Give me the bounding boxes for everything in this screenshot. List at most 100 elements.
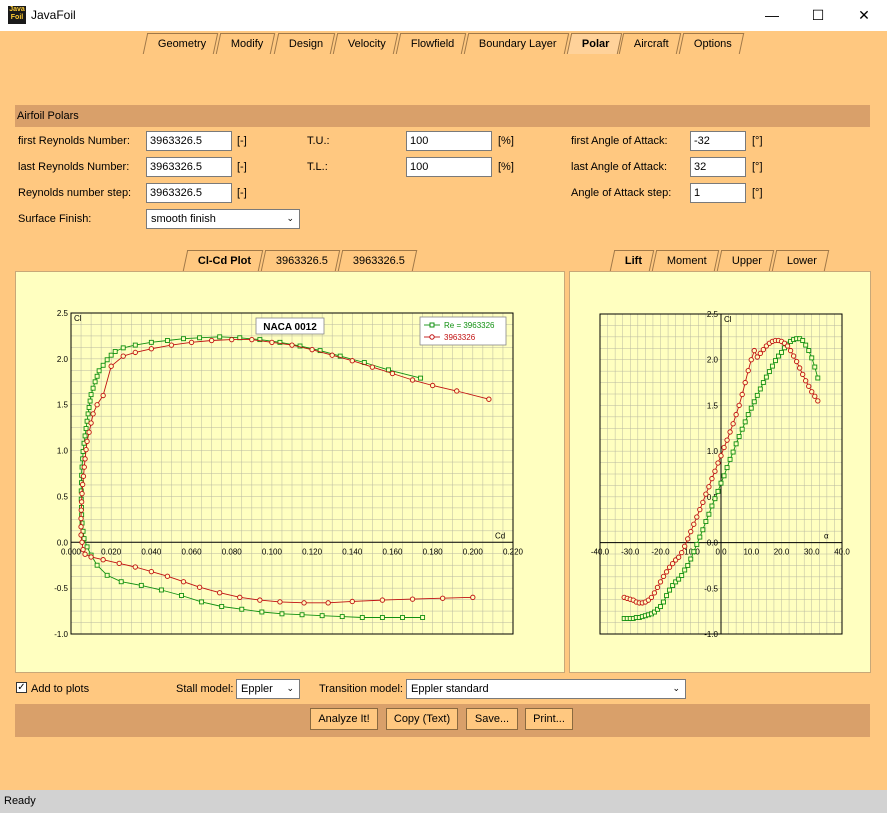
data-point (809, 389, 815, 395)
data-point (86, 405, 92, 410)
data-point (257, 597, 263, 603)
data-point (90, 411, 96, 417)
plot-tab-lower[interactable]: Lower (771, 250, 830, 271)
data-point (790, 353, 797, 359)
data-point (812, 364, 818, 370)
plot-tab-3963326-5[interactable]: 3963326.5 (260, 250, 341, 271)
status-text: Ready (4, 795, 36, 807)
plot-tab-3963326-5[interactable]: 3963326.5 (337, 250, 418, 271)
data-point (116, 560, 122, 567)
data-point (196, 584, 203, 590)
data-point (118, 579, 124, 585)
plot-tab-cl-cd-plot[interactable]: Cl-Cd Plot (182, 250, 264, 271)
print-button[interactable]: Print... (525, 708, 573, 730)
data-point (691, 521, 697, 527)
plot-tab-upper[interactable]: Upper (716, 250, 775, 271)
chevron-down-icon: ⌄ (286, 213, 294, 223)
data-point (80, 546, 86, 553)
aoa-step-input[interactable] (690, 183, 746, 203)
close-button[interactable]: ✕ (858, 7, 870, 23)
x-tick-label: 0.140 (342, 547, 363, 556)
tab-geometry[interactable]: Geometry (142, 33, 219, 54)
surface-finish-select[interactable]: smooth finish ⌄ (146, 209, 300, 229)
tl-input[interactable] (406, 157, 492, 177)
first-aoa-input[interactable] (690, 131, 746, 151)
data-point (301, 600, 307, 606)
data-point (82, 456, 88, 462)
x-tick-label: -10.0 (682, 548, 701, 557)
data-point (715, 488, 721, 494)
y-tick-label: 0.0 (707, 539, 719, 548)
x-axis-label: Cd (495, 531, 505, 540)
y-tick-label: 1.0 (707, 447, 719, 456)
data-point (751, 347, 757, 354)
x-tick-label: 0.120 (302, 547, 323, 556)
data-point (409, 377, 416, 383)
first-reynolds-input[interactable] (146, 131, 232, 151)
y-tick-label: 2.5 (57, 309, 69, 318)
add-to-plots-label: Add to plots (31, 683, 90, 695)
data-point (180, 579, 187, 585)
data-point (81, 464, 87, 470)
first-reynolds-unit: [-] (237, 135, 247, 147)
maximize-button[interactable]: ☐ (811, 7, 825, 23)
data-point (132, 349, 138, 356)
data-point (757, 350, 763, 356)
checkmark-icon: ✓ (17, 682, 26, 693)
x-tick-label: 0.080 (222, 547, 243, 556)
data-point (120, 353, 126, 359)
data-point (164, 573, 171, 579)
data-point (104, 572, 110, 578)
data-point (440, 595, 446, 601)
data-point (409, 596, 416, 602)
data-point (94, 562, 100, 568)
data-point (727, 456, 733, 462)
tab-design[interactable]: Design (273, 33, 336, 54)
data-point (181, 336, 186, 342)
tab-boundary-layer[interactable]: Boundary Layer (464, 33, 570, 54)
plot-tab-moment[interactable]: Moment (651, 250, 720, 271)
tab-flowfield[interactable]: Flowfield (395, 33, 467, 54)
plot-tab-label: Lift (624, 255, 643, 267)
transition-model-select[interactable]: Eppler standard ⌄ (406, 679, 686, 699)
data-point (337, 353, 343, 359)
last-aoa-input[interactable] (690, 157, 746, 177)
data-point (806, 383, 812, 389)
tab-polar[interactable]: Polar (566, 33, 622, 54)
analyze-button[interactable]: Analyze It! (310, 708, 378, 730)
tl-label: T.L.: (307, 161, 328, 173)
last-reynolds-input[interactable] (146, 157, 232, 177)
plot-tab-lift[interactable]: Lift (609, 250, 655, 271)
tab-modify[interactable]: Modify (216, 33, 276, 54)
tu-input[interactable] (406, 131, 492, 151)
tab-options[interactable]: Options (679, 33, 745, 54)
data-point (279, 611, 285, 617)
data-point (772, 358, 778, 364)
legend-entry: 3963326 (444, 333, 476, 342)
data-point (715, 460, 721, 466)
data-point (697, 507, 703, 513)
y-tick-label: 2.5 (707, 310, 719, 319)
data-point (486, 396, 492, 402)
data-point (470, 594, 476, 600)
data-point (132, 342, 138, 348)
tab-velocity[interactable]: Velocity (332, 33, 399, 54)
data-point (84, 544, 90, 550)
save-button[interactable]: Save... (466, 708, 518, 730)
data-point (748, 405, 754, 411)
data-point (289, 342, 295, 348)
data-point (651, 590, 658, 596)
add-to-plots-checkbox[interactable]: ✓ (16, 682, 27, 693)
reynolds-step-input[interactable] (146, 183, 232, 203)
minimize-button[interactable]: — (765, 7, 779, 23)
data-point (670, 583, 676, 588)
stall-model-select[interactable]: Eppler ⌄ (236, 679, 300, 699)
data-point (694, 514, 700, 520)
copy-text-button[interactable]: Copy (Text) (386, 708, 458, 730)
data-point (188, 339, 195, 345)
plot-tab-label: 3963326.5 (276, 255, 329, 267)
x-tick-label: 20.0 (774, 548, 790, 557)
stall-model-value: Eppler (241, 683, 273, 695)
data-point (679, 549, 685, 556)
tab-aircraft[interactable]: Aircraft (619, 33, 682, 54)
